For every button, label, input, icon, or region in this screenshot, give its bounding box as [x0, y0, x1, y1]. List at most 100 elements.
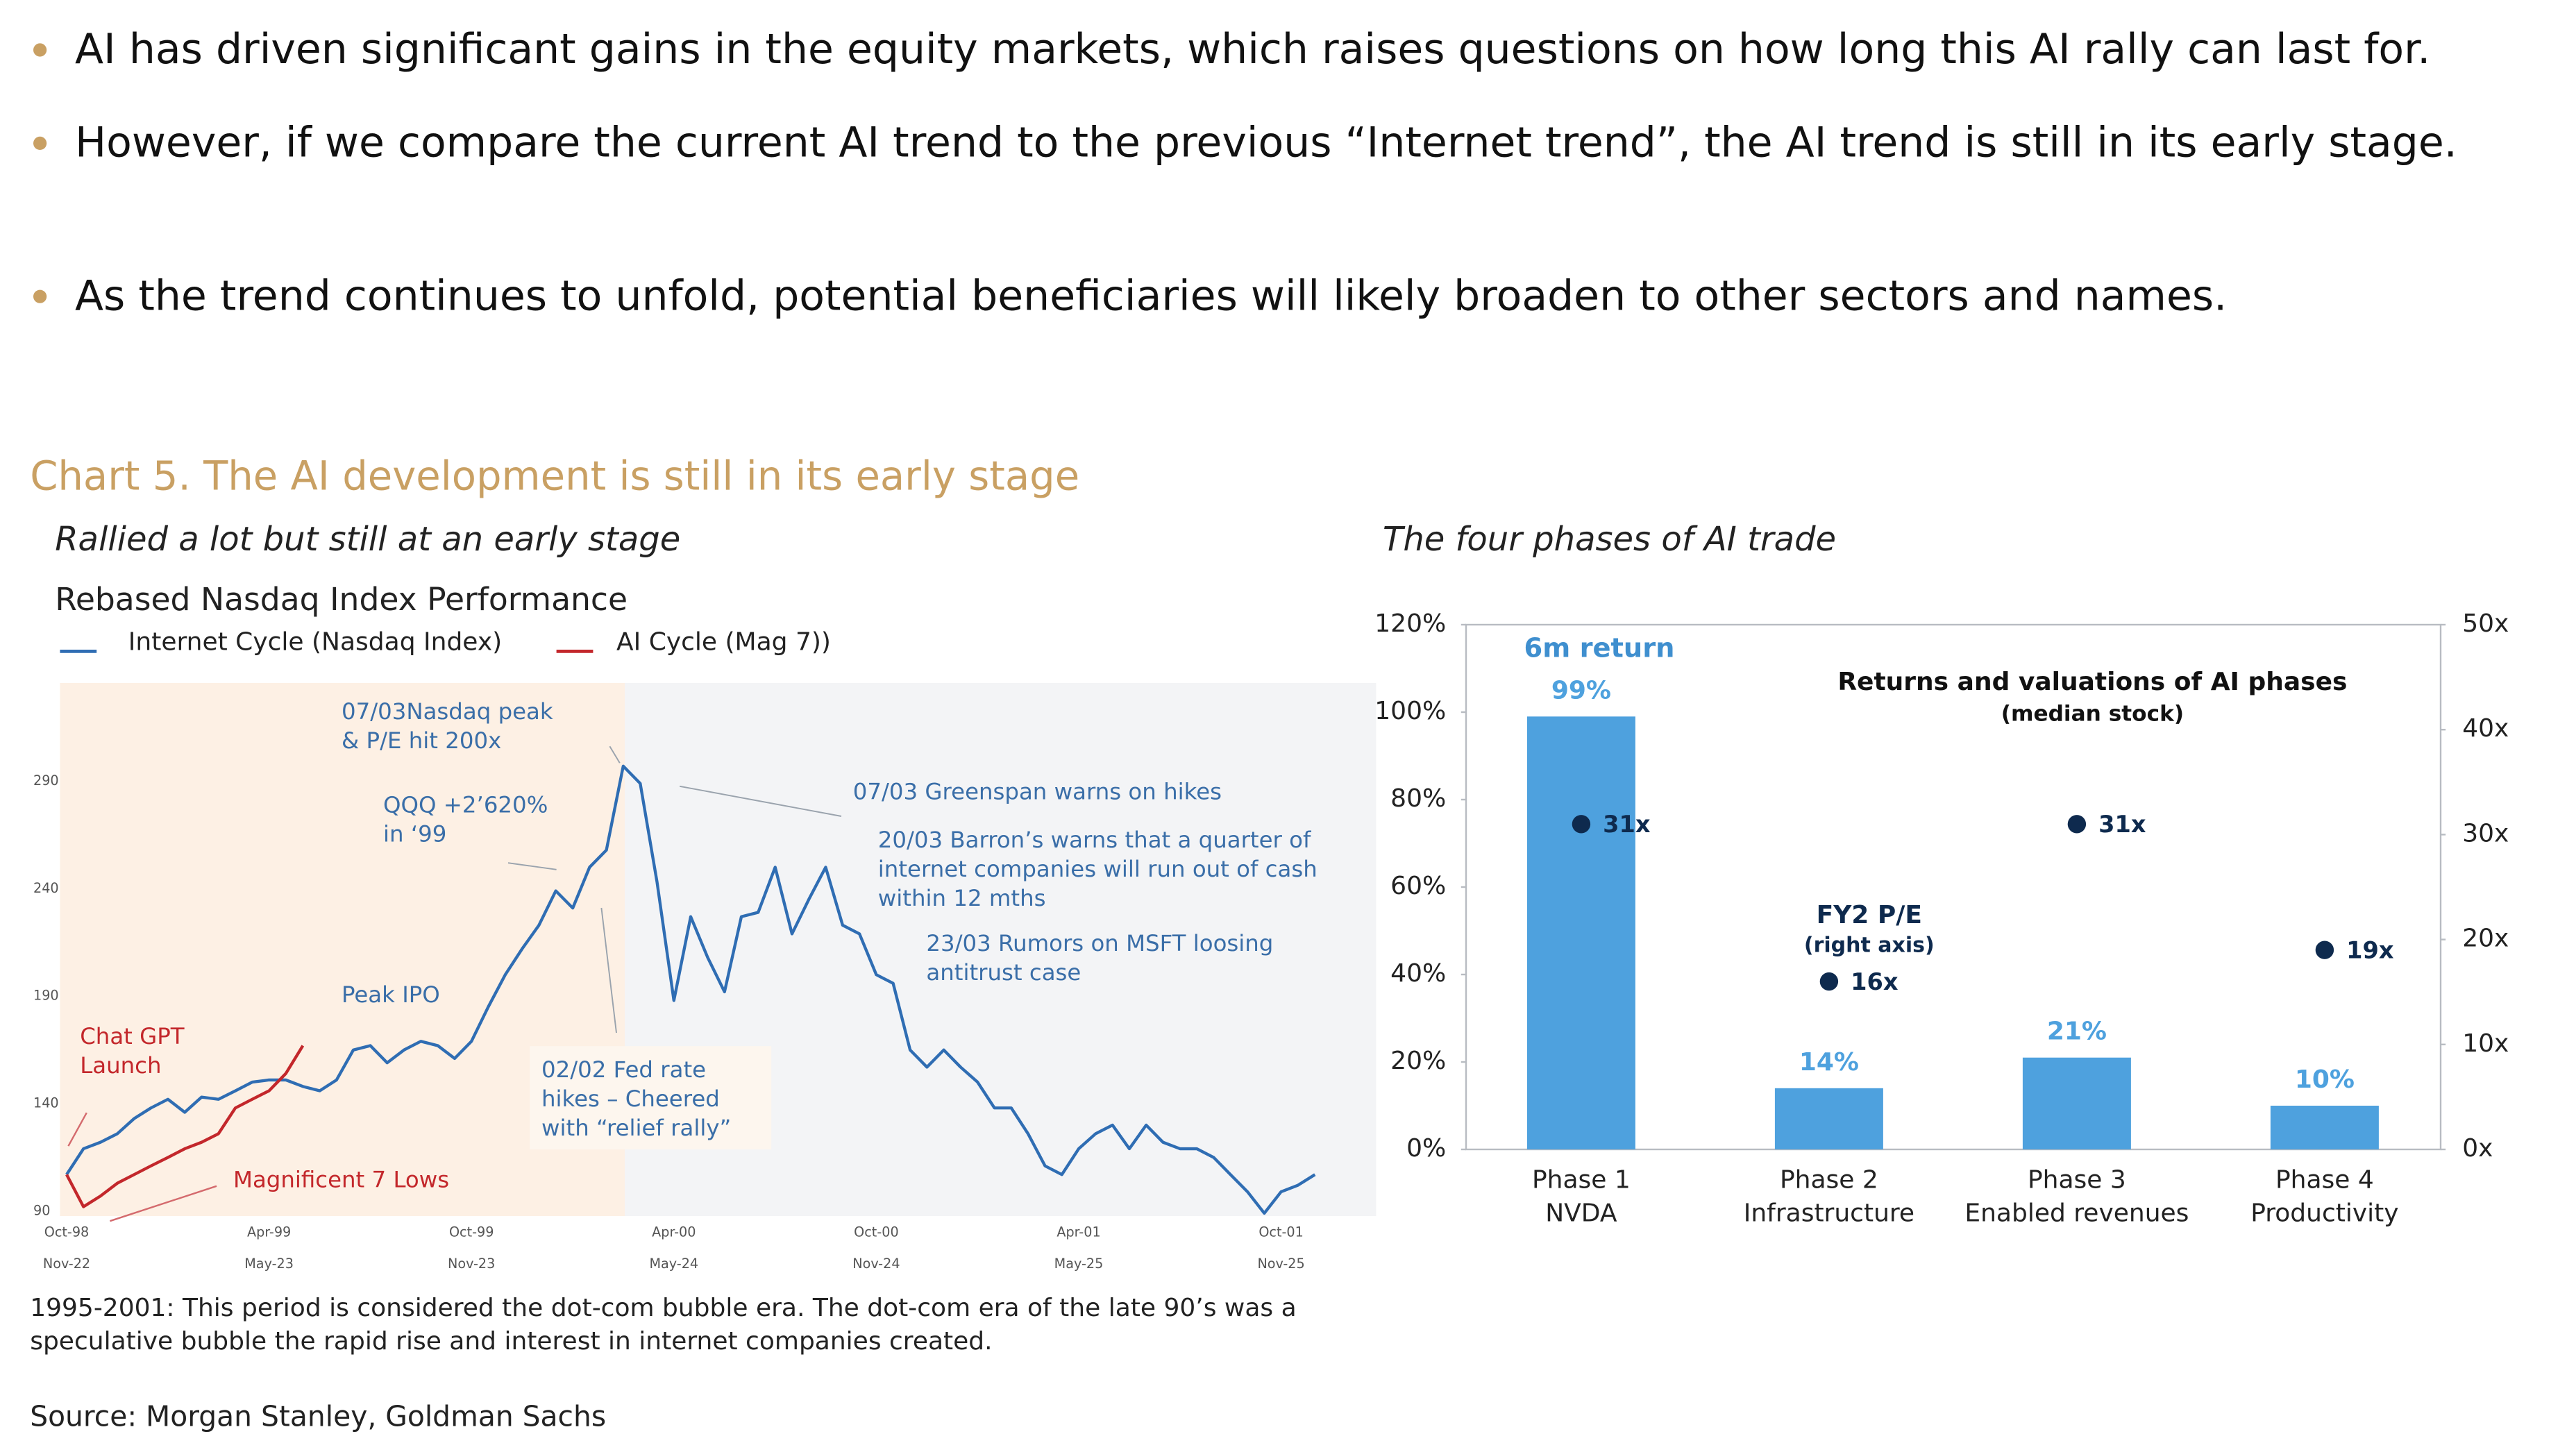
- x-tick-label: Apr-01: [1057, 1224, 1100, 1240]
- annotation: 07/03Nasdaq peak: [342, 698, 553, 725]
- bar: [2022, 1057, 2131, 1150]
- pe-dot: [1819, 972, 1839, 991]
- annotation: antitrust case: [926, 959, 1081, 986]
- bullet: However, if we compare the current AI tr…: [33, 113, 2491, 171]
- y-tick-label: 140: [33, 1095, 59, 1111]
- x-tick-label: Apr-00: [652, 1224, 696, 1240]
- x-tick-label: Nov-25: [1257, 1256, 1304, 1272]
- x-tick-label: Oct-99: [449, 1224, 494, 1240]
- annotation: 02/02 Fed rate: [541, 1056, 706, 1083]
- x-tick-label: Phase 4: [2275, 1166, 2374, 1195]
- bar: [1526, 716, 1635, 1150]
- arrow: [600, 907, 617, 1034]
- y-tick-label: 0%: [1406, 1134, 1446, 1163]
- legend-label: AI Cycle (Mag 7)): [616, 627, 831, 656]
- arrows: [507, 745, 842, 1034]
- value-label: 21%: [2047, 1018, 2107, 1046]
- pe-dot: [2067, 815, 2087, 834]
- x-tick-sublabel: NVDA: [1545, 1199, 1617, 1228]
- annotation: internet companies will run out of cash: [878, 856, 1318, 882]
- pe-dot: [1572, 815, 1591, 834]
- x-tick-label: Oct-01: [1258, 1224, 1304, 1240]
- y-tick-label: 20%: [1390, 1047, 1446, 1075]
- x-tick-label: May-24: [649, 1256, 698, 1272]
- annotation: with “relief rally”: [541, 1115, 731, 1141]
- value-label: 31x: [1603, 811, 1651, 838]
- x-tick-label: Phase 1: [1532, 1166, 1631, 1195]
- bullet: AI has driven significant gains in the e…: [33, 20, 2491, 78]
- bar: [2270, 1106, 2379, 1150]
- y-tick-label: 80%: [1390, 784, 1446, 813]
- y-tick-label: 290: [33, 773, 59, 788]
- bullet-dot: [33, 289, 47, 303]
- annotation: 23/03 Rumors on MSFT loosing: [926, 930, 1273, 956]
- annotation: in ‘99: [383, 821, 446, 847]
- x-tick-sublabel: Productivity: [2250, 1199, 2398, 1228]
- x-tick-label: Nov-24: [852, 1256, 900, 1272]
- bullet-dot: [33, 43, 47, 57]
- source: Source: Morgan Stanley, Goldman Sachs: [30, 1401, 607, 1434]
- arrow: [110, 1185, 217, 1222]
- annotation: Peak IPO: [342, 981, 440, 1008]
- arrows: [67, 1112, 217, 1222]
- bullet-text: AI has driven significant gains in the e…: [75, 25, 2431, 74]
- annotation: QQQ +2’620%: [383, 792, 548, 818]
- x-tick-label: Oct-98: [44, 1224, 90, 1240]
- x-tick-label: May-23: [244, 1256, 294, 1272]
- value-label: 31x: [2098, 811, 2146, 838]
- chart-heading: The four phases of AI trade: [1383, 520, 1836, 559]
- bullet-text: However, if we compare the current AI tr…: [75, 118, 2457, 167]
- value-label: 19x: [2346, 937, 2394, 964]
- y-tick-label: 90: [33, 1202, 50, 1218]
- x-tick-label: Nov-23: [448, 1256, 495, 1272]
- bullet: As the trend continues to unfold, potent…: [33, 267, 2491, 325]
- x-tick-label: Apr-99: [247, 1224, 291, 1240]
- y2-tick-label: 50x: [2462, 609, 2509, 638]
- annotation-box: [530, 1046, 772, 1150]
- footnote: 1995-2001: This period is considered the…: [30, 1292, 1297, 1356]
- pe-dot: [2315, 940, 2334, 959]
- series-line: [65, 1045, 305, 1208]
- x-tick-sublabel: Infrastructure: [1744, 1199, 1914, 1228]
- y-tick-label: 190: [33, 988, 59, 1004]
- annotation: Magnificent 7 Lows: [233, 1167, 449, 1193]
- arrow: [67, 1112, 87, 1147]
- annotation: Chat GPT: [80, 1023, 185, 1049]
- annotation: 07/03 Greenspan warns on hikes: [853, 778, 1222, 804]
- legend-label: FY2 P/E: [1817, 901, 1922, 929]
- arrow: [609, 745, 621, 764]
- value-label: 10%: [2295, 1065, 2355, 1094]
- bar: [1774, 1088, 1883, 1150]
- value-label: 99%: [1551, 676, 1611, 705]
- chart-subtitle: (median stock): [2001, 702, 2184, 727]
- chart-heading: Rallied a lot but still at an early stag…: [55, 520, 680, 559]
- value-label: 16x: [1851, 968, 1899, 995]
- y2-tick-label: 30x: [2462, 819, 2509, 847]
- annotation: & P/E hit 200x: [342, 727, 501, 754]
- x-tick-label: Nov-22: [43, 1256, 90, 1272]
- y2-tick-label: 0x: [2462, 1134, 2493, 1163]
- y-tick-label: 60%: [1390, 872, 1446, 900]
- legend-label: 6m return: [1524, 633, 1675, 664]
- bullet-dot: [33, 136, 47, 151]
- y-tick-label: 120%: [1374, 609, 1446, 638]
- chart-title: Returns and valuations of AI phases: [1837, 668, 2347, 696]
- x-tick-sublabel: Enabled revenues: [1964, 1199, 2189, 1228]
- y2-tick-label: 20x: [2462, 925, 2509, 953]
- annotation: Launch: [80, 1052, 161, 1079]
- x-tick-label: Oct-00: [854, 1224, 899, 1240]
- x-tick-label: May-25: [1054, 1256, 1104, 1272]
- arrow: [680, 785, 842, 817]
- y-tick-label: 100%: [1374, 697, 1446, 725]
- annotation: 20/03 Barron’s warns that a quarter of: [878, 827, 1312, 853]
- x-tick-label: Phase 3: [2028, 1166, 2126, 1195]
- y-tick-label: 40%: [1390, 959, 1446, 988]
- arrow: [507, 862, 557, 870]
- bullet-text: As the trend continues to unfold, potent…: [75, 271, 2228, 320]
- value-label: 14%: [1799, 1048, 1859, 1077]
- x-tick-label: Phase 2: [1780, 1166, 1878, 1195]
- annotation: hikes – Cheered: [541, 1086, 720, 1112]
